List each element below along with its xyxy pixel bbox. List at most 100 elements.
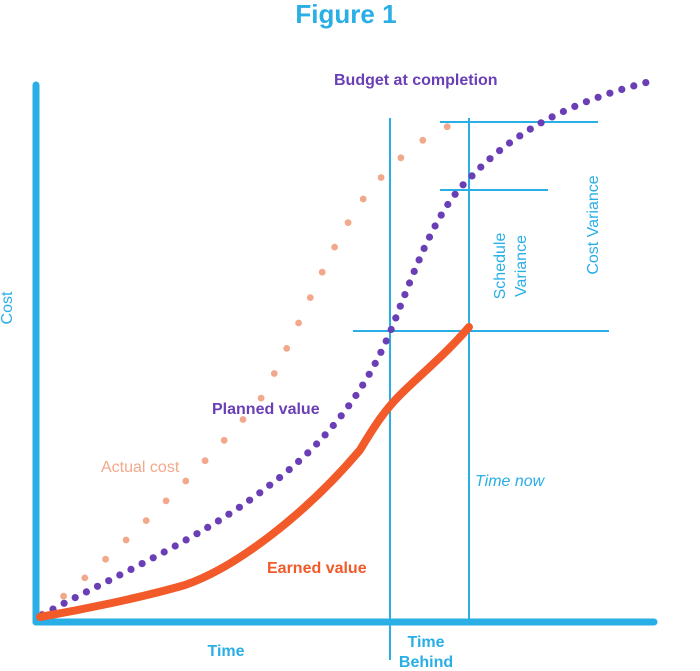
- actual-cost-dot: [283, 345, 291, 352]
- figure-title: Figure 1: [295, 0, 396, 29]
- planned-value-dot: [425, 233, 434, 241]
- planned-value-dot: [486, 155, 494, 163]
- planned-value-dot: [276, 474, 284, 482]
- planned-value-dot: [459, 181, 467, 189]
- actual-cost-dot: [102, 555, 109, 563]
- planned-value-dot: [496, 147, 504, 155]
- planned-value-dot: [537, 119, 545, 127]
- planned-value-dot: [365, 370, 373, 378]
- planned-value-dot: [468, 172, 476, 180]
- planned-value-dot: [313, 440, 321, 448]
- time-behind-label-line1: Time: [407, 634, 444, 651]
- actual-cost-dot: [331, 243, 338, 251]
- planned-value-dot: [630, 82, 638, 90]
- planned-value-dot: [431, 222, 439, 230]
- planned-value-dot: [548, 113, 556, 121]
- earned-value-label: Earned value: [267, 560, 367, 577]
- planned-value-dot: [387, 325, 395, 334]
- planned-value-dot: [214, 517, 222, 525]
- budget-at-completion-label: Budget at completion: [334, 72, 498, 89]
- planned-value-dot: [329, 421, 337, 430]
- actual-cost-dot: [142, 517, 150, 524]
- planned-value-dot: [171, 542, 179, 550]
- planned-value-dot: [345, 402, 353, 410]
- planned-value-dot: [304, 449, 312, 457]
- planned-value-dot: [285, 466, 293, 474]
- planned-value-dot: [477, 163, 485, 171]
- actual-cost-dot: [318, 268, 326, 276]
- planned-value-dot: [526, 125, 534, 133]
- time-behind-label-line2: Behind: [399, 654, 453, 671]
- planned-value-dot: [405, 279, 414, 287]
- planned-value-dot: [382, 337, 390, 345]
- planned-value-dot: [415, 256, 423, 264]
- actual-cost-dot: [443, 123, 451, 131]
- actual-cost-dot: [397, 154, 405, 162]
- planned-value-dot: [359, 381, 367, 389]
- planned-value-dot: [138, 560, 146, 568]
- planned-value-dot: [571, 102, 579, 110]
- planned-value-dot: [60, 599, 68, 607]
- planned-value-dot: [71, 594, 79, 602]
- actual-cost-dot: [182, 477, 190, 485]
- actual-cost-dot: [270, 370, 278, 377]
- earned-value-curve: [36, 323, 473, 621]
- planned-value-dot: [337, 412, 345, 420]
- actual-cost-dot: [295, 319, 302, 327]
- actual-cost-dot: [359, 195, 367, 203]
- planned-value-dot: [559, 107, 568, 116]
- planned-value-dot: [266, 481, 274, 489]
- actual-cost-dot: [239, 416, 247, 423]
- planned-value-dot: [193, 530, 201, 538]
- actual-cost-dot: [162, 497, 170, 505]
- actual-cost-dot: [419, 136, 427, 144]
- planned-value-dot: [105, 577, 113, 585]
- planned-value-dot: [160, 548, 168, 556]
- planned-value-dot: [606, 89, 614, 97]
- x-axis-label: Time: [207, 643, 244, 660]
- planned-value-dot: [182, 536, 190, 544]
- actual-cost-dot: [60, 592, 67, 600]
- actual-cost-dot: [306, 294, 314, 301]
- planned-value-dot: [420, 244, 428, 252]
- planned-value-dot: [396, 302, 404, 310]
- actual-cost-dot: [344, 219, 352, 227]
- planned-value-dot: [352, 391, 360, 400]
- cost-variance-label: Cost Variance: [585, 175, 602, 274]
- planned-value-dot: [204, 523, 212, 532]
- planned-value-dot: [618, 85, 626, 93]
- planned-value-dot: [246, 496, 254, 504]
- guide-lines: [353, 118, 609, 660]
- actual-cost-dot: [81, 574, 89, 582]
- schedule-variance-label-line1: Schedule: [492, 233, 509, 300]
- planned-value-dot: [451, 190, 459, 198]
- planned-value-dot: [516, 132, 524, 140]
- y-axis-label: Cost: [0, 291, 16, 324]
- planned-value-dot: [235, 503, 243, 511]
- planned-value-dot: [505, 139, 514, 147]
- schedule-variance-label-line2: Variance: [513, 235, 530, 297]
- planned-value-curve: [38, 79, 650, 619]
- planned-value-dot: [371, 359, 379, 367]
- actual-cost-dot: [201, 457, 209, 465]
- time-now-label: Time now: [475, 473, 546, 490]
- planned-value-dot: [93, 582, 102, 590]
- planned-value-dot: [295, 457, 303, 465]
- planned-value-dot: [116, 571, 124, 579]
- axes: [32, 81, 658, 626]
- actual-cost-label: Actual cost: [101, 459, 180, 476]
- planned-value-dot: [256, 489, 264, 497]
- planned-value-dot: [225, 510, 233, 518]
- planned-value-dot: [437, 211, 445, 219]
- planned-value-dot: [444, 200, 452, 209]
- planned-value-dot: [321, 431, 329, 439]
- actual-cost-curve: [38, 123, 451, 618]
- planned-value-dot: [127, 565, 135, 574]
- planned-value-dot: [377, 348, 385, 356]
- planned-value-label: Planned value: [212, 401, 320, 418]
- planned-value-dot: [82, 588, 90, 596]
- actual-cost-dot: [257, 394, 265, 402]
- actual-cost-dot: [220, 436, 228, 444]
- actual-cost-dot: [377, 174, 385, 181]
